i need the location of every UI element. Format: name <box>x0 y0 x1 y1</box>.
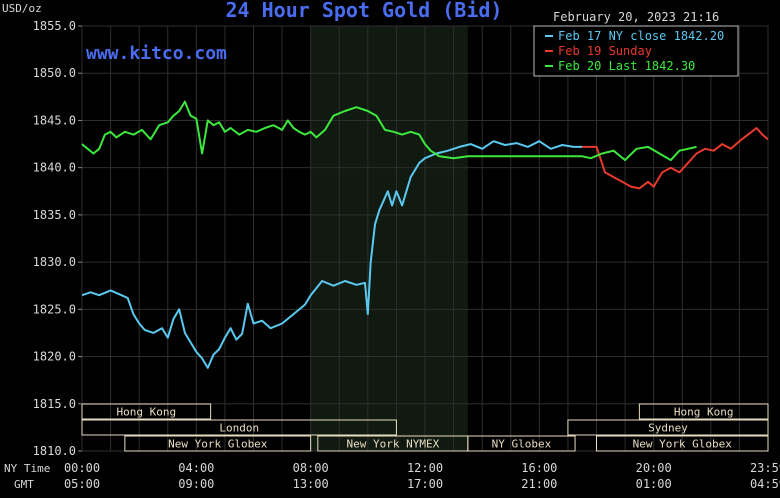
series-line-2 <box>81 100 697 162</box>
ny-session-shade <box>310 26 468 451</box>
ny-time-label: NY Time <box>4 462 50 475</box>
timestamp: February 20, 2023 21:16 <box>553 10 719 24</box>
session-label: Sydney <box>648 422 688 435</box>
x-tick-label-ny: 04:00 <box>178 461 214 475</box>
session-bar-rect <box>81 403 212 420</box>
series-line-1 <box>582 127 769 190</box>
x-tick-label-gmt: 21:00 <box>521 477 557 491</box>
session-label: New York Globex <box>633 438 733 451</box>
price-series <box>81 100 769 369</box>
legend: February 20, 2023 21:16 Feb 17 NY close … <box>533 10 739 77</box>
x-tick-label-gmt: 09:00 <box>178 477 214 491</box>
x-tick-label-gmt: 01:00 <box>636 477 672 491</box>
session-bar: New York Globex <box>124 435 312 452</box>
x-tick-label-gmt: 04:59 <box>750 477 780 491</box>
session-bar-rect <box>638 403 769 420</box>
session-bar-rect <box>567 419 769 436</box>
axes: 1810.0 1815.0 1820.0 1825.0 1830.0 1835.0 1840… <box>33 19 780 491</box>
session-bar-rect <box>124 435 312 452</box>
x-tick-label-ny: 16:00 <box>521 461 557 475</box>
series-line-0 <box>81 140 583 369</box>
session-label: London <box>219 422 259 435</box>
y-tick-label: 1820.0 <box>33 350 76 364</box>
x-tick-label-ny: 20:00 <box>636 461 672 475</box>
x-tick-label-ny: 12:00 <box>407 461 443 475</box>
x-tick-label-ny: 00:00 <box>64 461 100 475</box>
y-tick-label: 1850.0 <box>33 66 76 80</box>
legend-label: Feb 20 Last 1842.30 <box>558 59 695 73</box>
session-bar: New York Globex <box>596 435 769 452</box>
session-label: New York NYMEX <box>346 438 439 451</box>
trading-sessions: Hong Kong Hong Kong London Sydney New York G… <box>81 403 769 452</box>
y-axis-unit: USD/oz <box>2 2 42 15</box>
y-tick-label: 1835.0 <box>33 208 76 222</box>
session-bar: Sydney <box>567 419 769 436</box>
y-tick-label: 1825.0 <box>33 302 76 316</box>
x-tick-label-gmt: 13:00 <box>293 477 329 491</box>
session-bar: Hong Kong <box>81 403 212 420</box>
x-tick-label-ny: 23:59 <box>750 461 780 475</box>
watermark: www.kitco.com <box>86 43 227 64</box>
legend-item-feb19: Feb 19 Sunday <box>545 44 652 58</box>
session-bar: NY Globex <box>467 435 576 452</box>
y-tick-label: 1810.0 <box>33 444 76 458</box>
y-tick-label: 1840.0 <box>33 161 76 175</box>
y-tick-label: 1855.0 <box>33 19 76 33</box>
session-label: NY Globex <box>492 438 552 451</box>
session-bar-rect <box>596 435 769 452</box>
session-bar: Hong Kong <box>638 403 769 420</box>
session-bar: London <box>81 419 397 436</box>
x-tick-label-gmt: 17:00 <box>407 477 443 491</box>
session-label: Hong Kong <box>674 406 734 419</box>
session-label: New York Globex <box>168 438 268 451</box>
legend-label: Feb 19 Sunday <box>558 44 652 58</box>
x-tick-label-gmt: 05:00 <box>64 477 100 491</box>
x-tick-label-ny: 08:00 <box>293 461 329 475</box>
session-bar-rect <box>81 419 397 436</box>
session-label: Hong Kong <box>117 406 177 419</box>
legend-label: Feb 17 NY close 1842.20 <box>558 29 724 43</box>
y-tick-label: 1830.0 <box>33 255 76 269</box>
legend-item-feb17: Feb 17 NY close 1842.20 <box>545 29 724 43</box>
y-tick-label: 1815.0 <box>33 397 76 411</box>
gmt-label: GMT <box>14 478 34 491</box>
y-tick-label: 1845.0 <box>33 113 76 127</box>
chart-title: 24 Hour Spot Gold (Bid) <box>226 0 503 22</box>
session-bar-rect <box>467 435 576 452</box>
legend-item-feb20: Feb 20 Last 1842.30 <box>545 59 695 73</box>
